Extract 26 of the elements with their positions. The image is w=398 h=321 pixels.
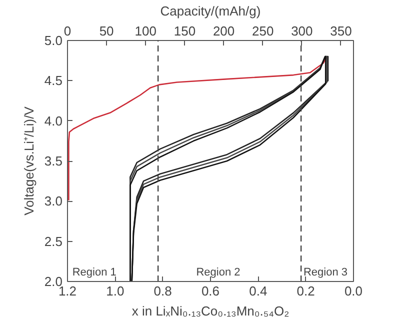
x2-tick-label: 200 — [212, 24, 235, 38]
y-tick-label: 3.5 — [44, 154, 63, 168]
y-axis-title: Voltage(vs.Li⁺/Li)/V — [21, 106, 36, 216]
x-tick-label: 1.0 — [106, 284, 124, 298]
x-tick-label: 0.0 — [344, 284, 363, 298]
x-axis-title: x in LiₓNi₀.₁₃Co₀.₁₃Mn₀.₅₄O₂ — [132, 304, 290, 318]
y-tick-label: 4.5 — [44, 73, 63, 88]
x-tick-label: 0.2 — [296, 284, 315, 298]
y-tick-label: 5.0 — [44, 33, 63, 48]
x-tick-label: 0.4 — [249, 284, 268, 298]
x2-tick-label: 350 — [330, 24, 352, 38]
x-tick-label: 0.8 — [154, 284, 172, 298]
x2-axis-title: Capacity/(mAh/g) — [160, 4, 261, 18]
x2-tick-label: 100 — [134, 24, 156, 38]
x2-tick-label: 150 — [174, 24, 196, 38]
annotation: Region 2 — [196, 266, 240, 278]
y-tick-label: 4.0 — [44, 113, 63, 128]
annotation: Region 1 — [72, 266, 116, 278]
x2-tick-label: 50 — [99, 24, 114, 38]
x-tick-label: 0.6 — [201, 284, 220, 298]
x2-tick-label: 300 — [291, 24, 313, 38]
annotation: Region 3 — [303, 266, 348, 278]
x2-tick-label: 0 — [64, 24, 72, 38]
y-tick-label: 3.0 — [44, 194, 63, 209]
x2-tick-label: 250 — [252, 24, 274, 38]
y-tick-label: 2.5 — [44, 234, 63, 249]
